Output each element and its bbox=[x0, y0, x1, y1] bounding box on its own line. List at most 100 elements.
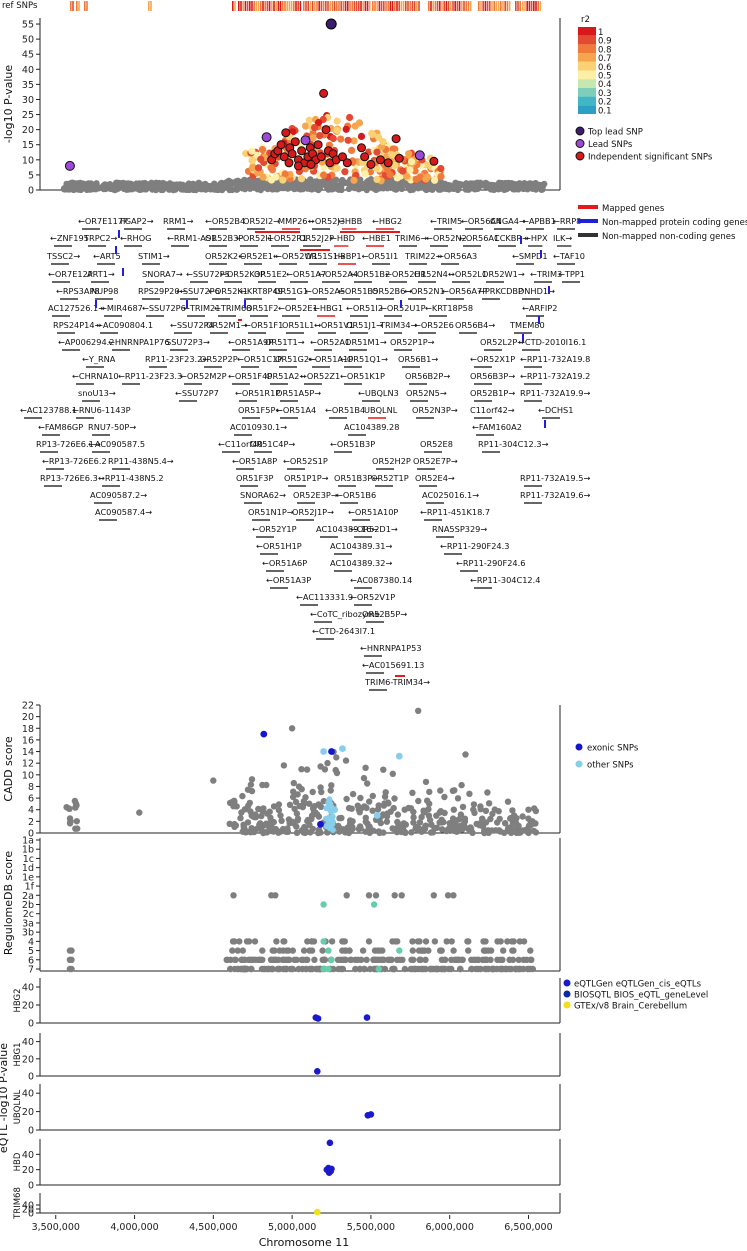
r2-legend-label: 1 bbox=[598, 28, 603, 38]
cadd-y-tick-label: 18 bbox=[22, 724, 34, 735]
cadd-point bbox=[267, 827, 275, 834]
r2-legend-label: 0.7 bbox=[598, 54, 612, 64]
cadd-y-tick-label: 2 bbox=[28, 817, 34, 828]
cadd-point bbox=[441, 809, 448, 817]
gene-label: OR51N1P→ bbox=[248, 507, 294, 517]
regdb-highlight-point bbox=[325, 947, 332, 954]
cadd-point bbox=[425, 806, 432, 813]
snp-point bbox=[329, 134, 337, 143]
regdb-point bbox=[394, 938, 401, 945]
ref-snp-mark bbox=[372, 1, 374, 11]
snp-point bbox=[431, 176, 439, 184]
regdb-point bbox=[295, 965, 302, 973]
snp-point bbox=[106, 181, 114, 188]
ref-snp-mark bbox=[413, 1, 416, 11]
regdb-point bbox=[346, 947, 353, 954]
cadd-point bbox=[248, 776, 256, 783]
gene-label: OR56B4→ bbox=[455, 320, 495, 330]
gene-label: OR52T1P bbox=[371, 473, 409, 483]
gene-label: OR51C4P→ bbox=[250, 439, 295, 449]
ref-snp-mark bbox=[400, 1, 403, 11]
ref-snp-mark bbox=[284, 1, 286, 11]
gene-label: AC104389.32→ bbox=[330, 558, 392, 568]
ref-snp-mark bbox=[253, 1, 255, 11]
ref-snp-mark bbox=[322, 1, 325, 11]
ref-snp-mark bbox=[396, 1, 398, 11]
eqtl-y-tick-label: 40 bbox=[22, 1037, 34, 1048]
cadd-y-tick-label: 10 bbox=[22, 770, 34, 781]
snp-point bbox=[479, 180, 486, 188]
snp-point bbox=[127, 183, 134, 191]
eqtl-y-tick-label: 0 bbox=[28, 1181, 34, 1192]
cadd-point bbox=[298, 766, 305, 773]
regdb-point bbox=[315, 965, 323, 973]
independent-snp-point bbox=[287, 149, 297, 159]
gene-label: OR52J2P bbox=[299, 233, 334, 243]
ref-snp-mark bbox=[288, 1, 291, 11]
ref-snp-mark bbox=[78, 1, 80, 11]
ref-snp-mark bbox=[320, 1, 323, 11]
gene-label: CCKBR→ bbox=[494, 233, 529, 243]
exon-mark bbox=[538, 316, 540, 324]
cadd-point bbox=[420, 807, 427, 814]
cadd-point bbox=[342, 757, 350, 764]
regdb-highlight-point bbox=[396, 947, 403, 954]
gene-label: ←HBG1 bbox=[313, 303, 343, 313]
gene-label: ←OR52D1→ bbox=[350, 524, 398, 534]
eqtl-gene-label: HBD bbox=[13, 1152, 23, 1171]
independent-snp-point bbox=[383, 158, 393, 168]
ref-snp-mark bbox=[307, 1, 309, 11]
cadd-other-point bbox=[395, 752, 403, 760]
regdb-point bbox=[340, 938, 347, 945]
cadd-point bbox=[288, 725, 296, 732]
cadd-point bbox=[366, 798, 373, 805]
cadd-point bbox=[248, 787, 256, 795]
independent-snp-point bbox=[366, 159, 376, 169]
gene-label: RP11-23F23.2← bbox=[145, 354, 209, 364]
gene-label: ←OR51A6P bbox=[262, 558, 307, 568]
gene-label: ←DCHS1 bbox=[538, 405, 573, 415]
snp-point bbox=[305, 116, 313, 124]
gene-label: ←HBE1 bbox=[362, 233, 391, 243]
independent-snp-point bbox=[281, 128, 291, 138]
regdb-point bbox=[457, 965, 464, 973]
r2-legend-label: 0.3 bbox=[598, 89, 612, 99]
ref-snp-mark bbox=[519, 1, 521, 11]
regdb-y-tick-label: 6 bbox=[28, 955, 34, 966]
gene-label: ←RP11-23F23.3 bbox=[118, 371, 182, 381]
cadd-point bbox=[328, 782, 335, 789]
regdb-point bbox=[251, 938, 259, 945]
snp-point bbox=[335, 186, 342, 193]
gene-label: OR52N5→ bbox=[406, 388, 447, 398]
snp-point bbox=[458, 181, 465, 188]
snp-point bbox=[379, 138, 387, 146]
ref-snp-mark bbox=[416, 1, 418, 11]
ref-snp-mark bbox=[389, 1, 392, 11]
gene-label: TRIM22→ bbox=[404, 251, 443, 261]
eqtl-legend-label: eQTLGen eQTLGen_cis_eQTLs bbox=[574, 980, 702, 990]
gene-label: OR51A5P→ bbox=[276, 388, 321, 398]
ref-snp-mark bbox=[405, 1, 407, 11]
ref-snp-mark bbox=[443, 1, 445, 11]
cadd-point bbox=[482, 807, 490, 814]
cadd-point bbox=[453, 828, 460, 835]
gene-label: RP11-732A19.9→ bbox=[520, 388, 590, 398]
gene-label: ←AP006294.2 bbox=[58, 337, 114, 347]
regdb-point bbox=[375, 956, 382, 963]
gene-label: OR52B3P bbox=[205, 233, 243, 243]
snp-point bbox=[467, 180, 475, 187]
ref-snp-mark bbox=[458, 1, 461, 11]
snp-point bbox=[472, 185, 479, 193]
snp-point bbox=[339, 177, 346, 184]
snp-point bbox=[247, 181, 254, 188]
cadd-point bbox=[410, 814, 417, 821]
gene-label: OR51S1→ bbox=[305, 251, 345, 261]
independent-snp-point bbox=[391, 134, 401, 144]
x-tick-label: 4,500,000 bbox=[189, 1222, 237, 1233]
gene-label: ←HPX bbox=[524, 233, 548, 243]
regdb-point bbox=[308, 947, 316, 954]
gene-label: ←RP11-732A19.2 bbox=[520, 371, 590, 381]
ref-snp-mark bbox=[257, 1, 260, 11]
